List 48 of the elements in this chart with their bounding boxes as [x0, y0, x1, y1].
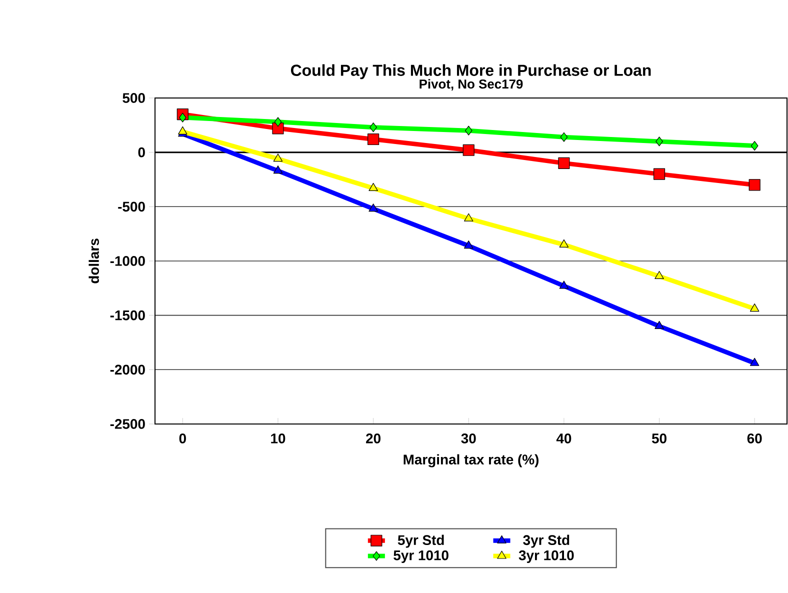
- point: [748, 179, 760, 191]
- y-tick-label: 500: [122, 93, 145, 103]
- y-axis-title: dollars: [88, 238, 99, 284]
- y-tick-label: -2500: [110, 419, 145, 429]
- point: [750, 358, 760, 366]
- x-tick-label: 0: [179, 433, 186, 444]
- point: [273, 154, 283, 162]
- x-tick-label: 20: [366, 433, 380, 444]
- point: [370, 122, 377, 132]
- legend-label: 3yr Std: [523, 534, 570, 548]
- legend-label: 3yr 1010: [518, 550, 574, 564]
- point: [654, 270, 664, 279]
- x-axis-title: Marginal tax rate (%): [404, 454, 539, 468]
- x-tick-label: 60: [747, 433, 762, 444]
- point: [368, 182, 378, 191]
- point: [464, 126, 472, 136]
- point: [462, 144, 474, 156]
- point: [464, 240, 474, 249]
- point: [272, 122, 284, 134]
- y-tick-label: -1000: [110, 256, 145, 266]
- point: [750, 304, 760, 312]
- point: [558, 157, 570, 169]
- x-tick-label: 30: [461, 433, 476, 444]
- point: [656, 136, 663, 146]
- x-tick-label: 40: [556, 433, 572, 444]
- chart-title: Could Pay This Much More in Purchase or Loan: [290, 64, 651, 80]
- point: [274, 117, 282, 127]
- y-tick-label: -500: [118, 202, 145, 212]
- point: [178, 126, 188, 134]
- x-tick-label: 10: [271, 433, 286, 444]
- point: [273, 166, 283, 174]
- point: [560, 132, 568, 142]
- point: [653, 168, 666, 180]
- y-tick-label: 0: [138, 147, 145, 158]
- point: [654, 320, 664, 329]
- legend-label: 5yr 1010: [394, 550, 448, 564]
- y-tick-label: -2000: [110, 364, 145, 375]
- x-tick-label: 50: [652, 433, 666, 444]
- point: [464, 213, 474, 222]
- point: [368, 134, 380, 146]
- chart-subtitle: Pivot, No Sec179: [420, 79, 523, 90]
- point: [368, 204, 378, 212]
- point: [559, 280, 569, 289]
- y-tick-label: -1500: [110, 310, 145, 320]
- point: [750, 141, 758, 151]
- legend-label: 5yr Std: [398, 534, 444, 548]
- point: [178, 112, 186, 122]
- point: [559, 239, 569, 248]
